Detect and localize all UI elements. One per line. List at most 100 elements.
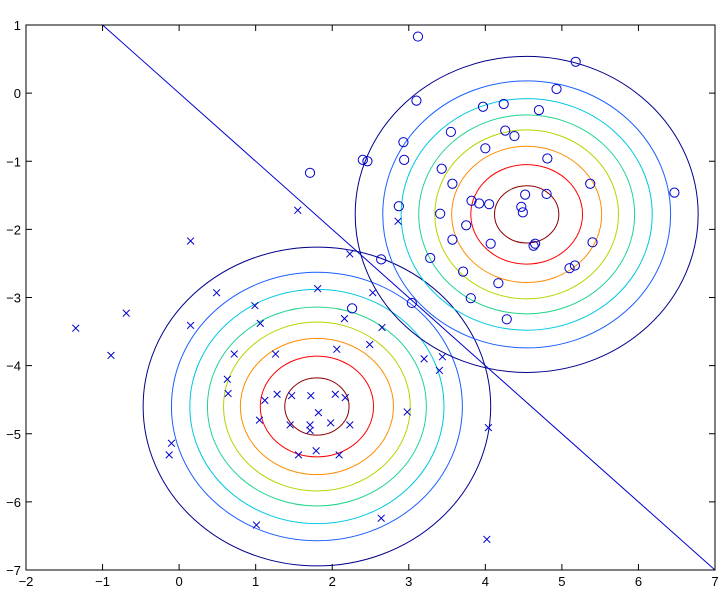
cross-point — [186, 237, 195, 245]
cross-point — [365, 340, 374, 349]
contour-ellipse — [259, 355, 375, 458]
circle-point — [466, 195, 477, 206]
cross-point — [186, 321, 195, 330]
cross-point — [346, 421, 354, 429]
cross-point — [252, 521, 261, 529]
circle-point — [498, 98, 509, 110]
decision-boundary-layer — [102, 25, 715, 570]
y-tick-label: −2 — [6, 222, 21, 237]
y-tick-label: 0 — [14, 86, 21, 101]
contour-ellipse — [382, 80, 672, 349]
circle-point — [529, 238, 541, 249]
circle-point — [541, 188, 552, 200]
circle-point — [587, 237, 598, 248]
circle-point — [304, 167, 316, 178]
cross-point — [271, 350, 280, 358]
circle-point — [393, 201, 404, 212]
contour-ellipse — [189, 288, 445, 525]
contour-ellipse — [494, 185, 560, 244]
cross-point — [122, 309, 131, 317]
cross-point — [273, 390, 281, 398]
cross-point — [286, 421, 294, 429]
circle-point — [412, 31, 424, 42]
circle-point — [445, 126, 456, 138]
cross-point — [394, 217, 402, 225]
x-tick-label: 1 — [252, 574, 259, 589]
contour-ellipse — [451, 145, 603, 284]
cross-point — [378, 323, 386, 332]
cross-point — [287, 391, 296, 400]
cross-point — [224, 389, 232, 398]
cross-point — [326, 419, 335, 427]
circle-point — [516, 201, 527, 212]
circle-point — [493, 278, 504, 289]
y-tick-label: −7 — [6, 563, 21, 578]
cross-point — [333, 345, 341, 354]
cross-point — [341, 393, 349, 402]
circle-point — [500, 125, 511, 136]
cross-point — [307, 391, 315, 400]
cross-point — [230, 350, 238, 358]
cross-point — [340, 314, 349, 323]
circle-point — [480, 143, 491, 154]
circle-point — [399, 154, 410, 165]
cross-point — [255, 416, 264, 424]
contour-ellipse — [434, 129, 620, 300]
cross-point — [72, 324, 80, 332]
cross-point — [261, 396, 269, 405]
circle-point — [528, 240, 539, 251]
cross-point — [306, 421, 314, 429]
contour-layer — [142, 55, 699, 567]
contour-ellipse — [223, 321, 411, 492]
cross-point — [313, 284, 322, 293]
cross-point — [294, 451, 303, 459]
x-tick-label: 4 — [482, 574, 489, 589]
contour-ellipse — [142, 246, 492, 567]
circle-point — [474, 198, 485, 209]
cross-point — [107, 351, 115, 360]
y-tick-label: −6 — [6, 495, 21, 510]
circle-point — [425, 252, 436, 264]
circle-point — [533, 105, 545, 116]
circle-point — [520, 189, 531, 200]
contour-ellipse — [470, 164, 584, 265]
circle-point — [347, 303, 358, 314]
y-tick-label: −3 — [6, 291, 21, 306]
y-tick-label: −4 — [6, 359, 21, 374]
circle-point — [406, 297, 417, 309]
contour-ellipse — [400, 98, 653, 331]
circle-point — [461, 220, 472, 231]
circle-point — [458, 266, 469, 277]
cross-point — [369, 288, 377, 297]
y-tick-label: 1 — [14, 18, 21, 33]
y-tick-label: −5 — [6, 427, 21, 442]
cross-point — [377, 514, 385, 522]
y-axis: −7 −6 −5 −4 −3 −2 −1 0 1 — [6, 18, 715, 578]
circle-point — [465, 293, 476, 304]
circle-point — [411, 95, 422, 106]
cross-point — [346, 250, 354, 258]
cross-point — [223, 375, 232, 384]
x-tick-label: 7 — [711, 574, 718, 589]
cross-point — [167, 439, 176, 448]
cross-point — [165, 451, 173, 459]
circle-point — [569, 260, 581, 271]
cross-point — [438, 353, 447, 361]
cross-point — [331, 390, 340, 398]
cross-point — [212, 288, 221, 297]
circle-point — [477, 101, 489, 112]
y-tick-label: −1 — [6, 154, 21, 169]
cross-point — [256, 319, 265, 328]
cross-point — [435, 366, 444, 375]
x-tick-label: −2 — [19, 574, 34, 589]
circle-point — [357, 154, 368, 165]
x-tick-label: −1 — [95, 574, 110, 589]
circle-point — [398, 137, 409, 148]
circle-point — [501, 314, 512, 325]
cross-point — [306, 426, 314, 435]
cross-point — [483, 535, 491, 544]
circle-point — [517, 207, 528, 218]
contour-ellipse — [206, 306, 427, 507]
cross-point — [312, 447, 320, 455]
contour-ellipse — [284, 377, 350, 436]
